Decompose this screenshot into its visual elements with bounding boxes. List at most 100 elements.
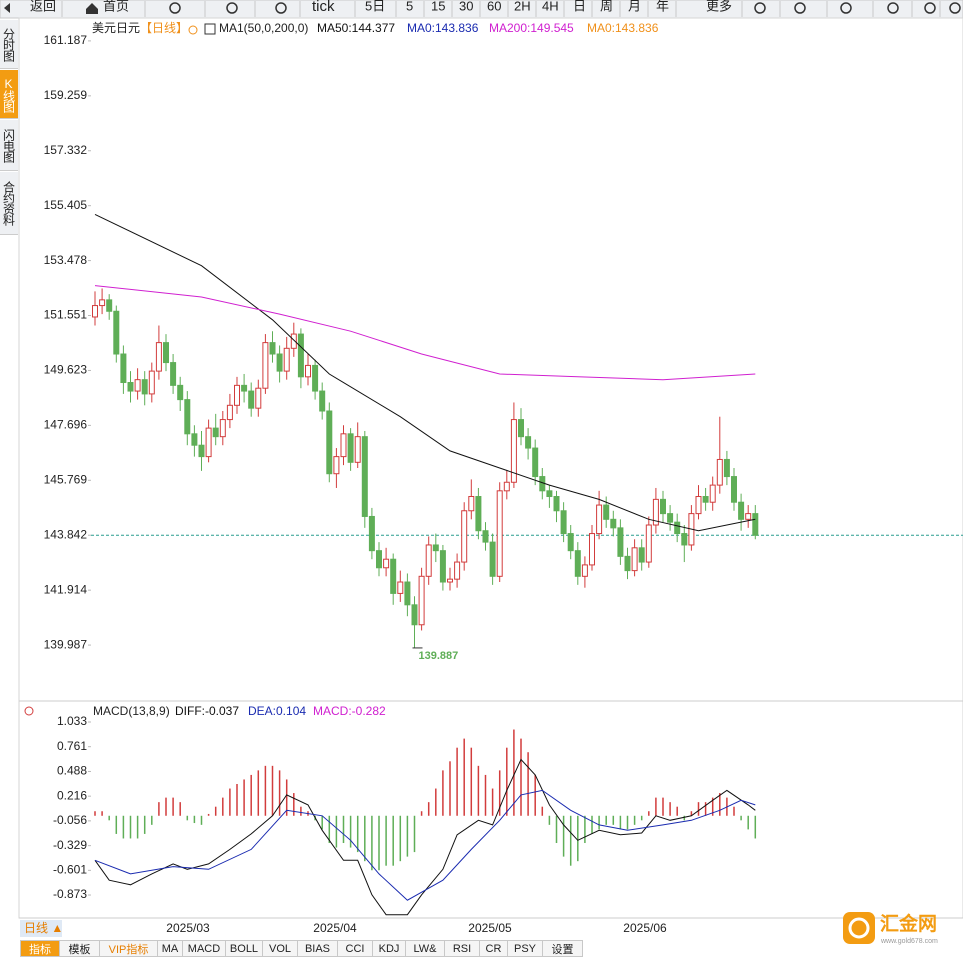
settings-icon[interactable]	[188, 25, 198, 35]
candle-body	[716, 458, 723, 486]
macd-bar	[591, 815, 593, 834]
ma-legend: MA0:143.836	[587, 21, 659, 35]
ma-line	[94, 213, 756, 532]
toolbar-icon[interactable]	[754, 2, 766, 14]
toolbar-button[interactable]: 周	[600, 0, 613, 13]
candle-body	[99, 299, 106, 307]
candle-body	[354, 436, 361, 463]
x-tick-label: 2025/03	[166, 921, 210, 935]
macd-bar	[520, 738, 522, 816]
toolbar-button[interactable]: 30	[459, 0, 473, 13]
candle-body	[589, 533, 595, 566]
indicator-icon[interactable]	[204, 23, 216, 35]
candle-body	[560, 510, 567, 535]
toolbar-button[interactable]: 4H	[542, 0, 559, 13]
toolbar-button[interactable]: 60	[487, 0, 501, 13]
toolbar-button[interactable]: 5日	[365, 0, 385, 13]
toolbar	[0, 0, 963, 19]
toolbar-icon[interactable]	[794, 2, 806, 14]
toolbar-button[interactable]: 返回	[30, 0, 56, 13]
macd-bar	[719, 793, 721, 816]
indicator-tab[interactable]: 模板	[60, 940, 100, 957]
candle-body	[482, 530, 489, 543]
macd-bar	[541, 806, 544, 816]
candle-body	[120, 353, 127, 384]
indicator-tab[interactable]: 指标	[20, 940, 60, 957]
side-tab[interactable]: K线图	[0, 70, 18, 119]
toolbar-button[interactable]: 月	[628, 0, 641, 13]
indicator-tab[interactable]: MA	[158, 940, 183, 957]
macd-bar	[122, 815, 125, 839]
indicator-tab[interactable]: MACD	[183, 940, 226, 957]
toolbar-icon[interactable]	[924, 2, 936, 14]
macd-bar	[449, 761, 451, 816]
macd-bar	[200, 815, 203, 825]
macd-bar	[470, 747, 473, 816]
indicator-tab[interactable]: BOLL	[226, 940, 263, 957]
y-tick-label: 153.478	[44, 253, 88, 267]
candle-body	[624, 555, 631, 572]
macd-bar	[392, 815, 394, 866]
candle-body	[127, 382, 134, 392]
toolbar-icon[interactable]	[226, 2, 238, 14]
toolbar-icon[interactable]	[275, 2, 287, 14]
toolbar-icon[interactable]	[949, 2, 961, 14]
toolbar-button[interactable]: 更多	[706, 0, 732, 13]
candle-body	[411, 604, 418, 626]
indicator-tab[interactable]: VIP指标	[100, 940, 158, 957]
toolbar-icon[interactable]	[840, 2, 852, 14]
macd-bar	[250, 774, 252, 816]
indicator-tab[interactable]: 设置	[543, 940, 583, 957]
macd-bar	[633, 815, 636, 825]
toolbar-button[interactable]: 15	[431, 0, 445, 13]
macd-bar	[364, 815, 366, 862]
side-tab[interactable]: 分时图	[0, 20, 18, 69]
macd-bar	[214, 806, 217, 816]
indicator-tab[interactable]: CR	[480, 940, 508, 957]
candle-body	[148, 370, 155, 395]
side-tab[interactable]: 闪电图	[0, 120, 18, 171]
indicator-tab[interactable]: PSY	[508, 940, 543, 957]
toolbar-button[interactable]: 首页	[103, 0, 129, 13]
candle-body	[596, 504, 603, 535]
candle-body	[461, 510, 468, 563]
macd-bar	[222, 797, 224, 816]
indicator-tab[interactable]: KDJ	[373, 940, 406, 957]
macd-bar	[342, 815, 345, 844]
macd-bar	[236, 783, 238, 816]
indicator-tab[interactable]: CCI	[338, 940, 373, 957]
candle-body	[198, 444, 205, 458]
macd-bar	[463, 738, 465, 816]
toolbar-icon[interactable]	[169, 2, 181, 14]
ma-legend: MA200:149.545	[489, 21, 574, 35]
indicator-tab[interactable]: LW&	[406, 940, 445, 957]
toolbar-button[interactable]: 年	[656, 0, 669, 13]
macd-bar	[271, 765, 274, 816]
indicator-tab[interactable]: VOL	[263, 940, 298, 957]
x-tick-label: 2025/05	[468, 921, 512, 935]
candle-body	[269, 342, 276, 355]
toolbar-button[interactable]: tick	[312, 0, 335, 15]
macd-icon[interactable]	[24, 706, 34, 716]
candle-body	[319, 390, 326, 412]
toolbar-button[interactable]: 日	[573, 0, 586, 13]
side-tab[interactable]: 合约资料	[0, 172, 18, 235]
candle-body	[652, 498, 659, 526]
toolbar-button[interactable]: 2H	[514, 0, 531, 13]
macd-bar	[406, 815, 409, 857]
y-tick-label: 0.488	[57, 764, 87, 778]
candle-body	[248, 390, 255, 409]
candle-body	[383, 558, 390, 569]
indicator-tab[interactable]: RSI	[445, 940, 480, 957]
toolbar-icon[interactable]	[887, 2, 899, 14]
indicator-tab[interactable]: BIAS	[298, 940, 338, 957]
toolbar-button[interactable]: 5	[406, 0, 413, 13]
chart-frame	[18, 17, 963, 919]
y-tick-label: -0.329	[53, 838, 87, 852]
candle-body	[333, 456, 340, 475]
macd-bar	[94, 811, 96, 816]
ma-legend: MA50:144.377	[317, 21, 395, 35]
period-button-bg[interactable]	[20, 920, 62, 937]
period-button[interactable]: 日线 ▲	[24, 921, 63, 935]
candle-body	[745, 513, 752, 520]
